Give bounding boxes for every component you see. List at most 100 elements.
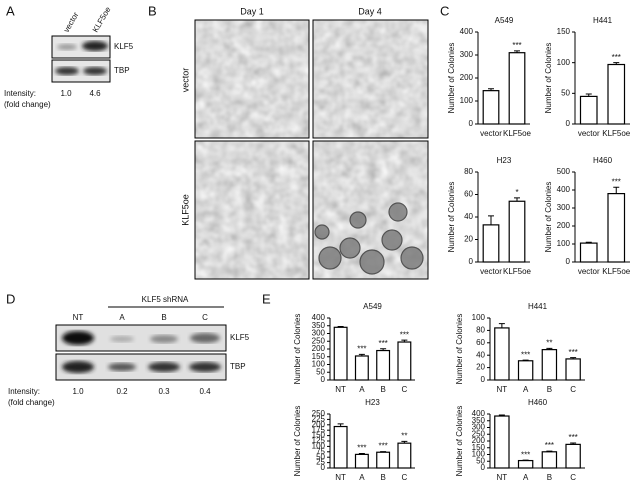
error-bar	[337, 423, 344, 427]
y-tick-label: 100	[557, 58, 571, 67]
y-tick-label: 150	[472, 443, 486, 452]
band	[110, 336, 134, 342]
blot-d: KLF5 shRNA NT A B C KLF5 TBP Intensity: …	[8, 295, 250, 407]
lane-label: A	[119, 313, 125, 322]
error-bar	[488, 215, 494, 225]
micrographs: Day 1 Day 4 vector KLF5oe	[180, 6, 429, 280]
y-tick-label: 400	[312, 313, 326, 322]
x-tick-label: B	[380, 473, 385, 482]
significance: ***	[378, 442, 387, 451]
intensity-label: Intensity:	[8, 387, 40, 396]
frame	[312, 140, 429, 280]
error-bar	[570, 357, 577, 359]
y-tick-label: 300	[312, 329, 326, 338]
error-bar	[613, 186, 620, 194]
y-tick-label: 80	[476, 326, 485, 335]
significance: ***	[357, 444, 366, 453]
x-tick-label: KLF5oe	[602, 267, 631, 276]
y-tick-label: 400	[472, 409, 486, 418]
band	[83, 67, 107, 75]
significance: ***	[568, 433, 577, 442]
micrograph	[313, 20, 428, 138]
row-label: KLF5oe	[180, 194, 190, 226]
bar	[482, 224, 500, 263]
panel-label: B	[148, 3, 157, 18]
y-tick-label: 25	[316, 458, 325, 467]
error-bar	[522, 359, 529, 361]
y-tick-label: 20	[464, 235, 473, 244]
band-label: TBP	[230, 362, 246, 371]
intensity-label: Intensity:	[4, 89, 36, 98]
x-tick-label: B	[547, 385, 552, 394]
y-tick-label: 100	[460, 96, 474, 105]
y-axis-label: Number of Colonies	[455, 406, 464, 477]
y-tick-label: 100	[472, 450, 486, 459]
band-label: TBP	[114, 66, 130, 75]
error-bar	[380, 348, 387, 351]
bar	[607, 193, 626, 263]
band	[189, 362, 221, 372]
significance: *	[515, 188, 518, 197]
x-tick-label: vector	[480, 129, 502, 138]
intensity-value: 1.0	[72, 387, 84, 396]
significance: **	[546, 338, 552, 347]
error-bar	[585, 241, 592, 244]
row-label: vector	[180, 68, 190, 93]
x-tick-label: NT	[497, 385, 508, 394]
y-tick-label: 100	[312, 442, 326, 451]
intensity-label: (fold change)	[8, 398, 55, 407]
column-label: Day 1	[240, 6, 264, 16]
x-tick-label: C	[570, 385, 576, 394]
band	[62, 361, 94, 373]
panel-label: C	[440, 3, 449, 18]
x-tick-label: KLF5oe	[503, 267, 532, 276]
chart-title: H441	[528, 302, 548, 311]
x-tick-label: KLF5oe	[602, 129, 631, 138]
band	[108, 363, 136, 371]
y-tick-label: 200	[312, 344, 326, 353]
band	[57, 44, 77, 50]
x-tick-label: A	[359, 385, 365, 394]
y-tick-label: 0	[469, 257, 474, 266]
lane-label: C	[202, 313, 208, 322]
band	[150, 335, 178, 343]
bar	[517, 459, 534, 469]
y-tick-label: 0	[321, 463, 326, 472]
y-tick-label: 250	[312, 409, 326, 418]
bar	[494, 415, 510, 469]
error-bar	[514, 197, 520, 202]
band	[82, 41, 108, 51]
x-tick-label: B	[380, 385, 385, 394]
bar	[541, 349, 558, 381]
x-tick-label: A	[359, 473, 365, 482]
y-axis-label: Number of Colonies	[455, 314, 464, 385]
colonies	[314, 202, 424, 275]
error-bar	[498, 414, 505, 417]
panel-label: A	[6, 3, 15, 18]
micrograph	[194, 19, 310, 139]
intensity-value: 4.6	[89, 89, 101, 98]
y-tick-label: 200	[557, 221, 571, 230]
intensity-value: 0.3	[158, 387, 170, 396]
y-tick-label: 300	[472, 423, 486, 432]
bar	[579, 242, 598, 263]
x-tick-label: NT	[335, 473, 346, 482]
lane-label: B	[161, 313, 166, 322]
y-tick-label: 0	[321, 375, 326, 384]
micrograph	[195, 141, 309, 279]
intensity-value: 1.0	[60, 89, 72, 98]
error-bar	[401, 339, 408, 343]
error-bar	[337, 326, 344, 328]
y-tick-label: 350	[472, 416, 486, 425]
x-tick-label: vector	[480, 267, 502, 276]
bar	[508, 200, 526, 263]
bar	[354, 355, 369, 381]
band	[190, 333, 220, 343]
x-tick-label: C	[401, 385, 407, 394]
significance: ***	[545, 441, 554, 450]
error-bar	[546, 347, 553, 350]
bar	[508, 52, 526, 125]
bar	[517, 360, 534, 381]
y-tick-label: 400	[557, 185, 571, 194]
chart-title: A549	[495, 16, 514, 25]
